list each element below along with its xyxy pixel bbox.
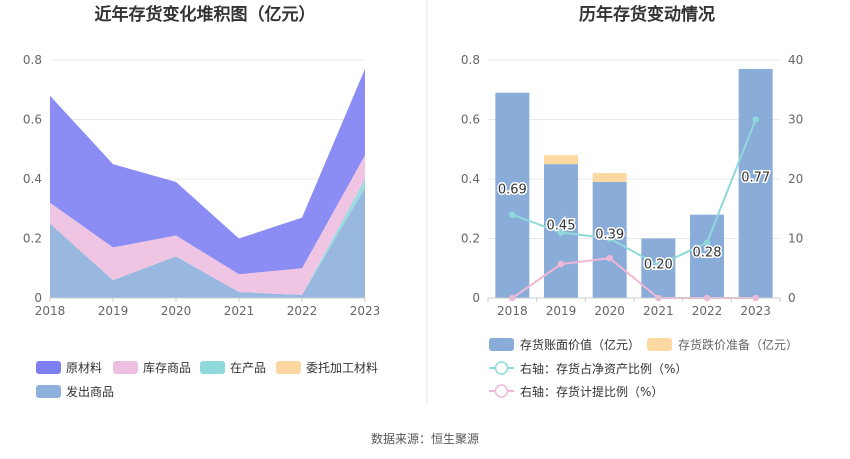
y-tick-label: 0.8 [461, 53, 480, 67]
y-tick-label: 0.6 [23, 113, 42, 127]
right-legend[interactable]: 存货账面价值（亿元） 存货跌价准备（亿元） 右轴：存货占净资产比例（%） 右轴：存货计… [489, 337, 798, 399]
bar-data-label: 0.39 [595, 228, 624, 243]
y2-tick-label: 0 [788, 291, 796, 305]
legend-swatch [489, 338, 514, 351]
y-tick-label: 0.4 [23, 172, 42, 186]
legend-swatch [36, 385, 61, 398]
legend-label: 在产品 [230, 361, 266, 375]
legend-item[interactable]: 发出商品 [36, 384, 114, 399]
x-tick-label: 2020 [594, 304, 625, 318]
x-tick-label: 2021 [643, 304, 674, 318]
y-tick-label: 0 [472, 291, 480, 305]
legend-swatch [113, 361, 138, 374]
area-库存商品 [50, 155, 365, 296]
x-tick-label: 2020 [161, 304, 192, 318]
y-tick-label: 0 [34, 291, 42, 305]
area-发出商品 [50, 187, 365, 298]
legend-item[interactable]: 原材料 [36, 361, 102, 375]
x-tick-label: 2018 [497, 304, 528, 318]
legend-item[interactable]: 存货跌价准备（亿元） [647, 337, 798, 352]
bar-book-value [495, 92, 530, 298]
right-chart-title: 历年存货变动情况 [579, 4, 715, 25]
x-tick-label: 2022 [287, 304, 318, 318]
legend-item[interactable]: 存货账面价值（亿元） [489, 337, 640, 352]
x-tick-label: 2019 [546, 304, 577, 318]
legend-item[interactable]: 委托加工材料 [276, 361, 378, 375]
right-data-labels: 0.69 0.45 0.39 0.20 0.28 0.77 [496, 169, 771, 274]
bar-line-combo-chart: 历年存货变动情况 0.69 0.45 0.39 0.20 0.28 0.77 0 0.2 0.… [461, 4, 803, 399]
y2-tick-label: 30 [788, 113, 803, 127]
line-point [606, 235, 613, 242]
bar-book-value [690, 214, 724, 298]
legend-label: 原材料 [66, 361, 102, 375]
y-tick-label: 0.4 [461, 172, 480, 186]
legend-label: 库存商品 [143, 360, 191, 375]
y-tick-label: 0.2 [23, 232, 42, 246]
right-bars [495, 68, 773, 298]
legend-marker [494, 384, 509, 398]
y-tick-label: 0.6 [461, 113, 480, 127]
x-tick-label: 2018 [35, 304, 66, 318]
bar-impairment [544, 155, 578, 165]
left-axes: 0 0.2 0.4 0.6 0.8 2018 2019 2020 2021 2022 2023 [23, 53, 380, 318]
left-chart-title: 近年存货变化堆积图（亿元） [95, 4, 316, 25]
y-tick-label: 0.8 [23, 53, 42, 67]
right-grid [488, 59, 780, 239]
bar-data-label: 0.28 [693, 245, 722, 260]
y-tick-label: 0.2 [461, 232, 480, 246]
right-lines [509, 116, 759, 302]
bar-data-label: 0.45 [547, 219, 576, 234]
line-point [703, 239, 711, 246]
bar-data-label: 0.77 [741, 170, 770, 185]
line-point [655, 261, 662, 269]
y2-tick-label: 40 [788, 53, 803, 67]
legend-swatch [200, 361, 225, 374]
bar-data-label: 0.20 [644, 257, 673, 272]
legend-label: 存货账面价值（亿元） [520, 337, 640, 352]
legend-item[interactable]: 在产品 [200, 361, 266, 375]
legend-marker [494, 361, 509, 375]
x-tick-label: 2019 [98, 304, 129, 318]
legend-label: 发出商品 [66, 384, 114, 399]
x-tick-label: 2023 [350, 304, 381, 318]
legend-swatch [36, 361, 61, 374]
line-point [606, 254, 613, 262]
legend-item[interactable]: 右轴：存货计提比例（%） [489, 384, 663, 399]
y2-tick-label: 10 [788, 232, 803, 246]
data-source: 数据来源：恒生聚源 [371, 431, 479, 446]
legend-label: 右轴：存货占净资产比例（%） [520, 361, 687, 376]
line-point [557, 229, 565, 236]
legend-swatch [276, 361, 301, 374]
area-原材料 [50, 68, 365, 275]
stacked-area-chart: 近年存货变化堆积图（亿元） 0 0.2 0.4 0.6 0.8 2018 2019 2020 2… [23, 4, 380, 399]
bar-book-value [738, 68, 773, 298]
x-tick-label: 2021 [224, 304, 255, 318]
line-point [557, 260, 565, 268]
x-tick-label: 2023 [740, 304, 771, 318]
right-axes: 0 0.2 0.4 0.6 0.8 0 10 20 30 40 2018 2019 2020 2021 20… [461, 53, 803, 318]
legend-label: 委托加工材料 [306, 361, 378, 375]
legend-label: 存货跌价准备（亿元） [678, 337, 798, 352]
x-tick-label: 2022 [692, 304, 723, 318]
line-point [509, 211, 516, 218]
legend-label: 右轴：存货计提比例（%） [520, 384, 663, 399]
bar-impairment [592, 173, 627, 182]
bar-data-label: 0.69 [498, 182, 527, 197]
left-areas [50, 68, 365, 298]
legend-swatch [647, 338, 672, 351]
line-右轴：存货占净资产比例（%） [511, 119, 757, 267]
legend-item[interactable]: 右轴：存货占净资产比例（%） [489, 361, 687, 376]
line-point [752, 116, 759, 123]
legend-item[interactable]: 库存商品 [113, 360, 191, 375]
y2-tick-label: 20 [788, 172, 803, 186]
